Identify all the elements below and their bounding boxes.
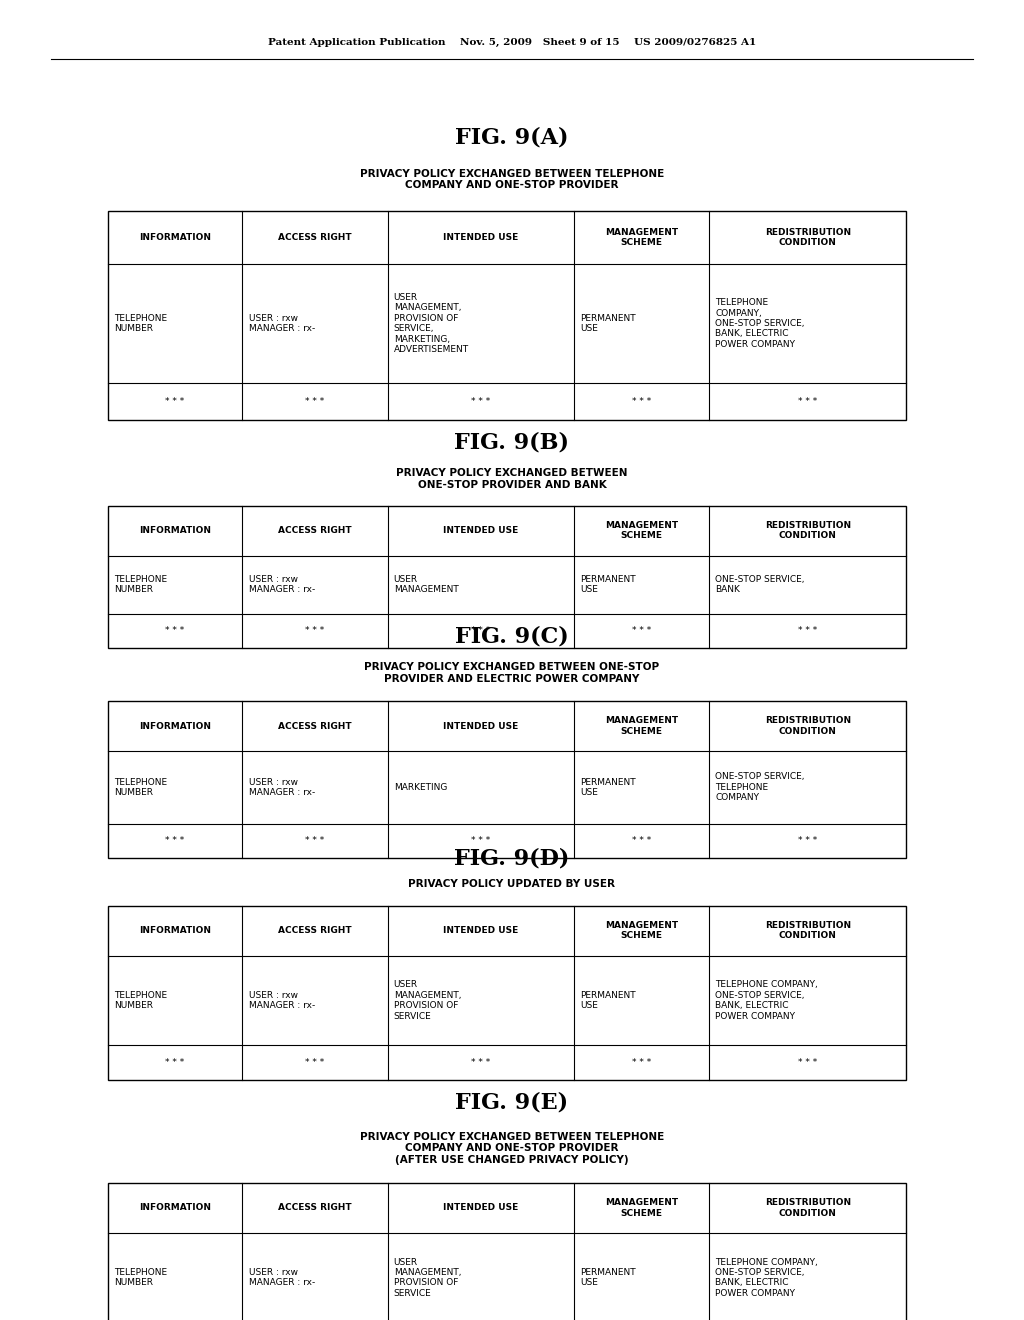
Text: ONE-STOP SERVICE,
TELEPHONE
COMPANY: ONE-STOP SERVICE, TELEPHONE COMPANY	[716, 772, 805, 803]
Text: * * *: * * *	[305, 397, 325, 405]
Text: TELEPHONE
NUMBER: TELEPHONE NUMBER	[114, 314, 167, 333]
Text: FIG. 9(C): FIG. 9(C)	[455, 626, 569, 647]
Text: INFORMATION: INFORMATION	[139, 234, 211, 242]
Text: FIG. 9(D): FIG. 9(D)	[455, 847, 569, 869]
Text: INTENDED USE: INTENDED USE	[443, 234, 518, 242]
Text: * * *: * * *	[798, 1059, 817, 1067]
Text: MANAGEMENT
SCHEME: MANAGEMENT SCHEME	[605, 921, 678, 940]
Bar	[108, 506, 906, 648]
Text: USER
MANAGEMENT,
PROVISION OF
SERVICE: USER MANAGEMENT, PROVISION OF SERVICE	[394, 981, 461, 1020]
Text: MANAGEMENT
SCHEME: MANAGEMENT SCHEME	[605, 1199, 678, 1217]
Text: ACCESS RIGHT: ACCESS RIGHT	[279, 927, 352, 935]
Text: * * *: * * *	[798, 397, 817, 405]
Text: PRIVACY POLICY EXCHANGED BETWEEN TELEPHONE
COMPANY AND ONE-STOP PROVIDER
(AFTER : PRIVACY POLICY EXCHANGED BETWEEN TELEPHO…	[359, 1131, 665, 1166]
Text: TELEPHONE COMPANY,
ONE-STOP SERVICE,
BANK, ELECTRIC
POWER COMPANY: TELEPHONE COMPANY, ONE-STOP SERVICE, BAN…	[716, 1258, 818, 1298]
Text: PERMANENT
USE: PERMANENT USE	[581, 1269, 636, 1287]
Text: ACCESS RIGHT: ACCESS RIGHT	[279, 527, 352, 535]
Bar	[108, 701, 906, 858]
Text: INTENDED USE: INTENDED USE	[443, 1204, 518, 1212]
Text: PRIVACY POLICY EXCHANGED BETWEEN TELEPHONE
COMPANY AND ONE-STOP PROVIDER: PRIVACY POLICY EXCHANGED BETWEEN TELEPHO…	[359, 169, 665, 190]
Text: INTENDED USE: INTENDED USE	[443, 527, 518, 535]
Text: PRIVACY POLICY EXCHANGED BETWEEN
ONE-STOP PROVIDER AND BANK: PRIVACY POLICY EXCHANGED BETWEEN ONE-STO…	[396, 469, 628, 490]
Text: * * *: * * *	[305, 1059, 325, 1067]
Text: PERMANENT
USE: PERMANENT USE	[581, 777, 636, 797]
Text: * * *: * * *	[471, 837, 490, 845]
Text: MANAGEMENT
SCHEME: MANAGEMENT SCHEME	[605, 228, 678, 247]
Text: TELEPHONE
NUMBER: TELEPHONE NUMBER	[114, 1269, 167, 1287]
Text: ONE-STOP SERVICE,
BANK: ONE-STOP SERVICE, BANK	[716, 576, 805, 594]
Text: * * *: * * *	[305, 837, 325, 845]
Text: MANAGEMENT
SCHEME: MANAGEMENT SCHEME	[605, 717, 678, 735]
Text: MANAGEMENT
SCHEME: MANAGEMENT SCHEME	[605, 521, 678, 540]
Text: USER
MANAGEMENT: USER MANAGEMENT	[394, 576, 459, 594]
Text: TELEPHONE
NUMBER: TELEPHONE NUMBER	[114, 991, 167, 1010]
Bar	[108, 211, 906, 420]
Text: * * *: * * *	[798, 837, 817, 845]
Text: PRIVACY POLICY UPDATED BY USER: PRIVACY POLICY UPDATED BY USER	[409, 879, 615, 890]
Text: * * *: * * *	[632, 627, 651, 635]
Text: ACCESS RIGHT: ACCESS RIGHT	[279, 1204, 352, 1212]
Text: FIG. 9(A): FIG. 9(A)	[456, 127, 568, 148]
Text: * * *: * * *	[305, 627, 325, 635]
Text: TELEPHONE COMPANY,
ONE-STOP SERVICE,
BANK, ELECTRIC
POWER COMPANY: TELEPHONE COMPANY, ONE-STOP SERVICE, BAN…	[716, 981, 818, 1020]
Text: * * *: * * *	[632, 1059, 651, 1067]
Text: USER
MANAGEMENT,
PROVISION OF
SERVICE,
MARKETING,
ADVERTISEMENT: USER MANAGEMENT, PROVISION OF SERVICE, M…	[394, 293, 469, 354]
Text: PERMANENT
USE: PERMANENT USE	[581, 991, 636, 1010]
Text: FIG. 9(B): FIG. 9(B)	[455, 432, 569, 453]
Text: * * *: * * *	[165, 397, 184, 405]
Text: TELEPHONE
NUMBER: TELEPHONE NUMBER	[114, 576, 167, 594]
Text: USER : rxw
MANAGER : rx-: USER : rxw MANAGER : rx-	[249, 576, 314, 594]
Text: FIG. 9(E): FIG. 9(E)	[456, 1092, 568, 1113]
Text: * * *: * * *	[798, 627, 817, 635]
Text: * * *: * * *	[165, 837, 184, 845]
Text: PERMANENT
USE: PERMANENT USE	[581, 576, 636, 594]
Text: USER
MANAGEMENT,
PROVISION OF
SERVICE: USER MANAGEMENT, PROVISION OF SERVICE	[394, 1258, 461, 1298]
Text: USER : rxw
MANAGER : rx-: USER : rxw MANAGER : rx-	[249, 314, 314, 333]
Text: * * *: * * *	[471, 397, 490, 405]
Text: TELEPHONE
COMPANY,
ONE-STOP SERVICE,
BANK, ELECTRIC
POWER COMPANY: TELEPHONE COMPANY, ONE-STOP SERVICE, BAN…	[716, 298, 805, 348]
Text: Patent Application Publication    Nov. 5, 2009   Sheet 9 of 15    US 2009/027682: Patent Application Publication Nov. 5, 2…	[268, 38, 756, 46]
Text: INTENDED USE: INTENDED USE	[443, 927, 518, 935]
Text: REDISTRIBUTION
CONDITION: REDISTRIBUTION CONDITION	[765, 521, 851, 540]
Text: REDISTRIBUTION
CONDITION: REDISTRIBUTION CONDITION	[765, 921, 851, 940]
Text: USER : rxw
MANAGER : rx-: USER : rxw MANAGER : rx-	[249, 991, 314, 1010]
Text: INFORMATION: INFORMATION	[139, 927, 211, 935]
Text: * * *: * * *	[165, 627, 184, 635]
Text: * * *: * * *	[632, 397, 651, 405]
Text: REDISTRIBUTION
CONDITION: REDISTRIBUTION CONDITION	[765, 228, 851, 247]
Text: MARKETING: MARKETING	[394, 783, 447, 792]
Text: TELEPHONE
NUMBER: TELEPHONE NUMBER	[114, 777, 167, 797]
Text: USER : rxw
MANAGER : rx-: USER : rxw MANAGER : rx-	[249, 777, 314, 797]
Text: INFORMATION: INFORMATION	[139, 1204, 211, 1212]
Bar	[108, 906, 906, 1080]
Text: * * *: * * *	[632, 837, 651, 845]
Text: * * *: * * *	[471, 627, 490, 635]
Text: PRIVACY POLICY EXCHANGED BETWEEN ONE-STOP
PROVIDER AND ELECTRIC POWER COMPANY: PRIVACY POLICY EXCHANGED BETWEEN ONE-STO…	[365, 663, 659, 684]
Text: REDISTRIBUTION
CONDITION: REDISTRIBUTION CONDITION	[765, 717, 851, 735]
Text: REDISTRIBUTION
CONDITION: REDISTRIBUTION CONDITION	[765, 1199, 851, 1217]
Text: PERMANENT
USE: PERMANENT USE	[581, 314, 636, 333]
Text: * * *: * * *	[471, 1059, 490, 1067]
Text: ACCESS RIGHT: ACCESS RIGHT	[279, 234, 352, 242]
Text: * * *: * * *	[165, 1059, 184, 1067]
Text: ACCESS RIGHT: ACCESS RIGHT	[279, 722, 352, 730]
Text: USER : rxw
MANAGER : rx-: USER : rxw MANAGER : rx-	[249, 1269, 314, 1287]
Bar	[108, 1183, 906, 1320]
Text: INFORMATION: INFORMATION	[139, 527, 211, 535]
Text: INTENDED USE: INTENDED USE	[443, 722, 518, 730]
Text: INFORMATION: INFORMATION	[139, 722, 211, 730]
